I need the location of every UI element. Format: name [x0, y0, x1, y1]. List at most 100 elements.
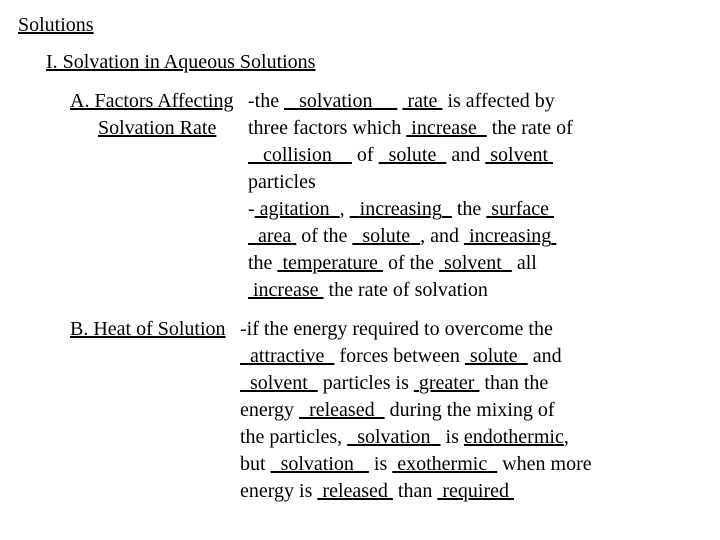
b-line1: -if the energy required to overcome the [240, 316, 702, 343]
a-line5: - agitation , increasing the surface [248, 196, 702, 223]
blank-endo: endothermic [464, 426, 564, 448]
a-line1: -the solvation rate is affected by [248, 88, 702, 115]
txt: energy is [240, 480, 317, 502]
blank-increasing2: increasing [464, 225, 556, 247]
fill: released [322, 480, 388, 502]
txt: when more [497, 453, 591, 475]
blank-solute1: solute [379, 144, 447, 166]
fill: solvent [444, 252, 502, 274]
a-line4: particles [248, 169, 702, 196]
blank-increasing1: increasing [350, 198, 452, 220]
txt: all [512, 252, 537, 274]
txt: , and [420, 225, 464, 247]
txt: is [369, 453, 392, 475]
txt: of the [383, 252, 439, 274]
fill: exothermic [397, 453, 487, 475]
txt: and [446, 144, 485, 166]
a-label-line2: Solvation Rate [70, 115, 248, 142]
txt: of the [296, 225, 352, 247]
txt: is [441, 426, 464, 448]
blank-rate: rate [402, 90, 442, 112]
a-line8: increase the rate of solvation [248, 277, 702, 304]
fill: agitation [260, 198, 330, 220]
blank-temperature: temperature [277, 252, 383, 274]
blank-exo: exothermic [392, 453, 497, 475]
blank-required: required [437, 480, 514, 502]
fill: collision [263, 144, 332, 166]
blank-released2: released [317, 480, 393, 502]
txt: the [452, 198, 486, 220]
blank-solvation1: solvation [347, 426, 440, 448]
fill: increase [411, 117, 477, 139]
txt: , [340, 198, 350, 220]
a-label-line1: A. Factors Affecting [70, 88, 248, 115]
b-line5: the particles, solvation is endothermic, [240, 424, 702, 451]
fill: solvation [357, 426, 430, 448]
txt: if the energy required to overcome the [247, 318, 553, 340]
blank-agitation: agitation [255, 198, 340, 220]
section-b-label-col: B. Heat of Solution [70, 316, 240, 343]
b-line7: energy is released than required [240, 478, 702, 505]
txt: forces between [334, 345, 465, 367]
page-title: Solutions [18, 12, 702, 39]
fill: solvent [250, 372, 308, 394]
txt: of [352, 144, 379, 166]
blank-released: released [299, 399, 385, 421]
a-line7: the temperature of the solvent all [248, 250, 702, 277]
fill: increasing [469, 225, 551, 247]
blank-solute2: solute [352, 225, 420, 247]
blank-solvent1: solvent [485, 144, 553, 166]
b-line6: but solvation is exothermic when more [240, 451, 702, 478]
fill: increasing [360, 198, 442, 220]
fill: solute [362, 225, 410, 247]
b-label: B. Heat of Solution [70, 318, 226, 340]
b-line2: attractive forces between solute and [240, 343, 702, 370]
fill: required [442, 480, 509, 502]
a-label-1: A. Factors Affecting [70, 90, 234, 112]
section-a-label-col: A. Factors Affecting Solvation Rate [70, 88, 248, 142]
fill: rate [407, 90, 437, 112]
blank-collision: collision [248, 144, 352, 166]
txt: the rate of solvation [324, 279, 488, 301]
a-line2: three factors which increase the rate of [248, 115, 702, 142]
txt: during the mixing of [385, 399, 555, 421]
txt: three factors which [248, 117, 406, 139]
section-a-row: A. Factors Affecting Solvation Rate -the… [70, 88, 702, 304]
blank-attractive: attractive [240, 345, 334, 367]
fill: released [309, 399, 375, 421]
fill: solute [389, 144, 437, 166]
blank-surface: surface [486, 198, 554, 220]
txt: the particles, [240, 426, 347, 448]
section-b: B. Heat of Solution -if the energy requi… [70, 316, 702, 505]
txt: the [248, 252, 277, 274]
fill: attractive [250, 345, 324, 367]
blank-greater: greater [414, 372, 480, 394]
section-roman: I. Solvation in Aqueous Solutions [46, 49, 702, 76]
txt: than [393, 480, 437, 502]
fill: solute [470, 345, 518, 367]
txt: , [564, 426, 569, 448]
a-line6: area of the solute , and increasing [248, 223, 702, 250]
txt: the [255, 90, 284, 112]
section-b-body: -if the energy required to overcome the … [240, 316, 702, 505]
blank-area: area [248, 225, 296, 247]
roman-text: I. Solvation in Aqueous Solutions [46, 51, 315, 73]
blank-increase2: increase [248, 279, 324, 301]
a-label-2: Solvation Rate [98, 117, 216, 139]
a-line3: collision of solute and solvent [248, 142, 702, 169]
b-line3: solvent particles is greater than the [240, 370, 702, 397]
txt: particles is [318, 372, 414, 394]
fill: increase [253, 279, 319, 301]
txt: and [528, 345, 562, 367]
blank-solvent2: solvent [439, 252, 512, 274]
fill: endothermic [464, 426, 564, 448]
fill: solvation [281, 453, 354, 475]
txt: but [240, 453, 271, 475]
fill: greater [419, 372, 475, 394]
fill: solvent [490, 144, 548, 166]
title-text: Solutions [18, 14, 94, 36]
txt: is affected by [442, 90, 554, 112]
b-line4: energy released during the mixing of [240, 397, 702, 424]
fill: area [258, 225, 291, 247]
section-a: A. Factors Affecting Solvation Rate -the… [70, 88, 702, 304]
